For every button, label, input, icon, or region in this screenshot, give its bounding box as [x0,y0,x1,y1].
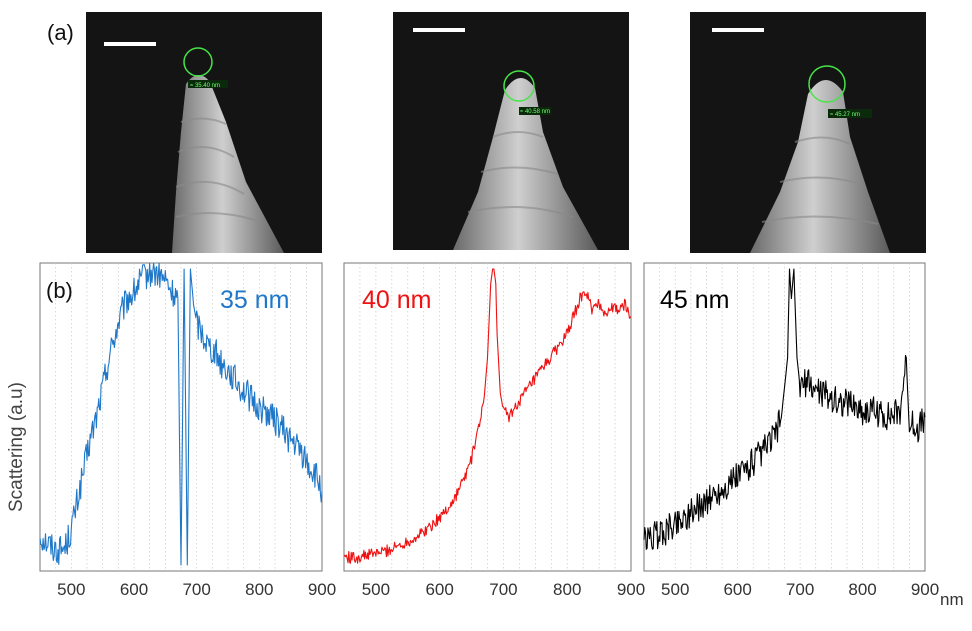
chart-45nm: 45 nm 500 600 700 800 900 [643,262,939,603]
scale-bar [712,28,764,32]
sem-drawing: ≈ 35.40 nm [86,12,322,253]
y-axis-label: Scattering (a.u) [6,382,27,512]
x-tick-label: 600 [723,580,751,599]
sem-drawing: ≈ 45.27 nm [690,12,926,253]
x-tick-label: 500 [661,580,689,599]
x-tick-label: 600 [120,580,148,599]
x-tick-label: 800 [245,580,273,599]
x-tick-label: 900 [308,580,336,599]
scale-bar [413,28,465,32]
sem-drawing: ≈ 40.58 nm [393,12,629,250]
chart-40nm: 40 nm 500 600 700 800 900 [343,262,645,603]
measure-label: ≈ 35.40 nm [190,83,220,89]
panel-label-b: (b) [46,278,73,303]
sem-image-40nm: ≈ 40.58 nm [393,12,629,250]
x-tick-label: 800 [848,580,876,599]
measure-circle [808,65,846,103]
x-tick-label: 700 [489,580,517,599]
x-unit-label: nm [940,590,964,609]
x-tick-label: 700 [182,580,210,599]
scale-bar [104,42,156,46]
x-tick-label: 900 [911,580,939,599]
measure-label: ≈ 40.58 nm [520,109,550,115]
x-tick-label: 700 [786,580,814,599]
measure-label: ≈ 45.27 nm [830,112,860,118]
size-annotation: 45 nm [660,286,729,314]
size-annotation: 35 nm [220,286,289,314]
measure-circle [183,47,213,77]
x-tick-label: 500 [362,580,390,599]
sem-image-35nm: ≈ 35.40 nm [86,12,322,253]
chart-35nm: 35 nm 500 600 700 800 900 [39,262,336,603]
panel-label-a: (a) [47,20,74,45]
x-tick-label: 500 [57,580,85,599]
x-tick-label: 800 [553,580,581,599]
series-line [343,268,632,564]
x-tick-label: 900 [617,580,645,599]
x-tick-label: 600 [425,580,453,599]
chart-svg: 45 nm 500 600 700 800 900 [643,262,939,599]
chart-svg: 40 nm 500 600 700 800 900 [343,262,645,599]
series-line [643,268,926,550]
sem-image-45nm: ≈ 45.27 nm [690,12,926,253]
series-line [39,262,323,566]
chart-svg: 35 nm 500 600 700 800 900 [39,262,336,599]
measure-circle [503,70,535,102]
size-annotation: 40 nm [362,286,431,314]
